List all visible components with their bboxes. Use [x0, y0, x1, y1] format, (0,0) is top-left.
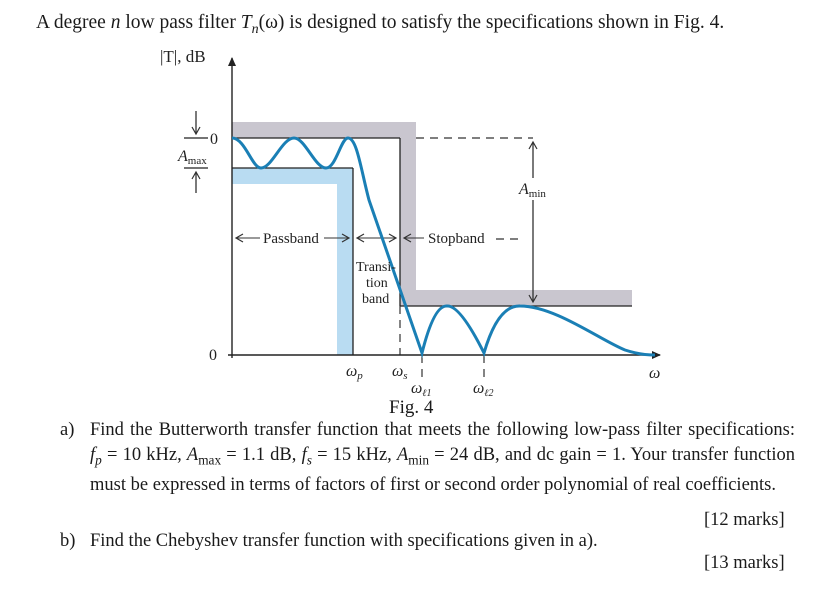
- fp-subscript: p: [95, 452, 102, 468]
- passband-label: Passband: [263, 231, 319, 247]
- question-b-marks: [13 marks]: [704, 553, 785, 573]
- question-a-marks: [12 marks]: [704, 510, 785, 530]
- transition-label-1: Transi-: [356, 260, 396, 275]
- figure-caption: Fig. 4: [389, 397, 434, 418]
- amax-symbol: A: [186, 445, 199, 465]
- omega-l1-label: ωℓ1: [411, 380, 431, 399]
- question-a-label: a): [60, 420, 75, 440]
- amax-subscript: max: [198, 452, 222, 468]
- question-b: b) Find the Chebyshev transfer function w…: [60, 531, 598, 552]
- stopband-shade: [232, 122, 632, 306]
- fs-value: = 15 kHz,: [311, 445, 397, 465]
- amax-arrows: [184, 111, 208, 193]
- dashed-guides: [399, 137, 533, 378]
- transfer-subscript: n: [251, 20, 259, 37]
- amin-subscript: min: [408, 452, 430, 468]
- zero-db-label: 0: [210, 131, 218, 148]
- zero-axis-label: 0: [209, 347, 217, 364]
- transfer-symbol: T: [240, 12, 252, 33]
- omega-p-label: ωp: [346, 363, 363, 382]
- stopband-label: Stopband: [428, 231, 485, 247]
- fs-subscript: s: [306, 452, 312, 468]
- transition-label-2: tion: [366, 276, 388, 291]
- omega-s-label: ωs: [392, 363, 408, 382]
- intro-text: low pass filter: [120, 12, 241, 33]
- intro-text: is designed to satisfy the specification…: [284, 12, 725, 33]
- degree-n: n: [110, 12, 121, 33]
- fp-value: = 10 kHz,: [101, 445, 187, 465]
- magnitude-response-curve: [231, 136, 656, 359]
- y-axis-label: |T|, dB: [160, 47, 206, 66]
- passband-shade: [232, 168, 353, 355]
- question-b-label: b): [60, 531, 76, 551]
- omega-l2-label: ωℓ2: [473, 380, 493, 399]
- amax-value: = 1.1 dB,: [221, 445, 302, 465]
- transfer-argument: (ω): [258, 12, 285, 33]
- amax-label: Amax: [177, 148, 207, 167]
- question-a-body: Find the Butterworth transfer function t…: [90, 418, 795, 498]
- amin-label: Amin: [518, 181, 546, 200]
- problem-intro: A degree n low pass filter Tn(ω) is desi…: [36, 12, 724, 38]
- omega-axis-label: ω: [649, 365, 660, 382]
- intro-text: A degree: [36, 12, 111, 33]
- question-a: a) Find the Butterworth transfer functio…: [60, 418, 795, 498]
- question-a-text: Find the Butterworth transfer function t…: [90, 420, 795, 440]
- question-b-text: Find the Chebyshev transfer function wit…: [90, 531, 598, 551]
- transition-label-3: band: [362, 292, 389, 307]
- amin-value: = 24 dB, and dc gain = 1. Your transfer …: [90, 445, 796, 495]
- fp-symbol: f: [90, 445, 96, 465]
- amin-symbol: A: [396, 445, 409, 465]
- fs-symbol: f: [301, 445, 307, 465]
